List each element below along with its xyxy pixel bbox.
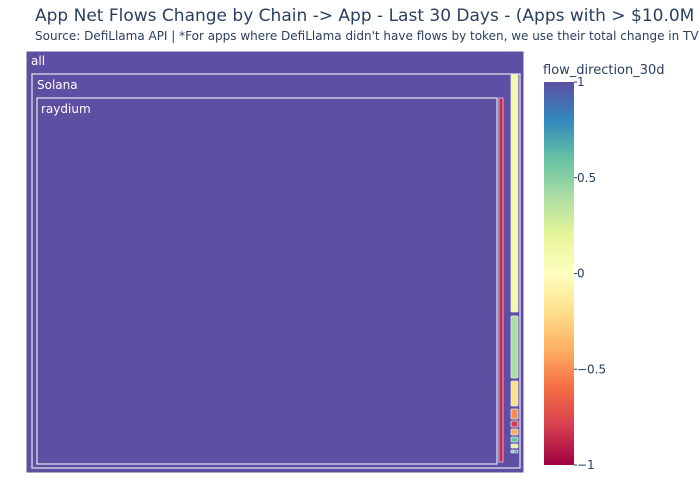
treemap-tile[interactable] <box>514 449 519 454</box>
treemap-tile[interactable] <box>510 73 519 313</box>
treemap-tile[interactable] <box>510 380 519 407</box>
colorbar: flow_direction_30d 1 0.5 0 −0.5 −1 <box>543 63 665 472</box>
colorbar-ticks: 1 0.5 0 −0.5 −1 <box>574 75 606 472</box>
treemap-tile[interactable] <box>510 420 519 428</box>
tile-raydium-label: raydium <box>41 102 91 116</box>
tile-raydium[interactable] <box>36 97 498 465</box>
tile-thin-red[interactable] <box>498 97 504 463</box>
treemap-tile[interactable] <box>510 408 519 420</box>
tile-all-label: all <box>31 54 45 68</box>
treemap: all Solana raydium <box>25 50 525 474</box>
colorbar-tick-label: 1 <box>577 75 585 89</box>
chart-subtitle: Source: DefiLlama API | *For apps where … <box>35 29 699 43</box>
side-tiles <box>510 73 519 454</box>
chart-title: App Net Flows Change by Chain -> App - L… <box>35 6 695 26</box>
tile-solana-label: Solana <box>37 78 78 92</box>
treemap-tile[interactable] <box>510 436 519 443</box>
treemap-tile[interactable] <box>510 428 519 436</box>
colorbar-tick-label: −1 <box>577 458 595 472</box>
colorbar-tick-label: −0.5 <box>577 362 606 376</box>
colorbar-tick-label: 0 <box>577 267 585 281</box>
colorbar-title: flow_direction_30d <box>543 63 665 78</box>
treemap-tile[interactable] <box>510 449 515 454</box>
treemap-tile[interactable] <box>510 443 519 449</box>
colorbar-tick-label: 0.5 <box>577 171 596 185</box>
treemap-tile[interactable] <box>510 315 519 379</box>
colorbar-gradient <box>544 82 574 465</box>
